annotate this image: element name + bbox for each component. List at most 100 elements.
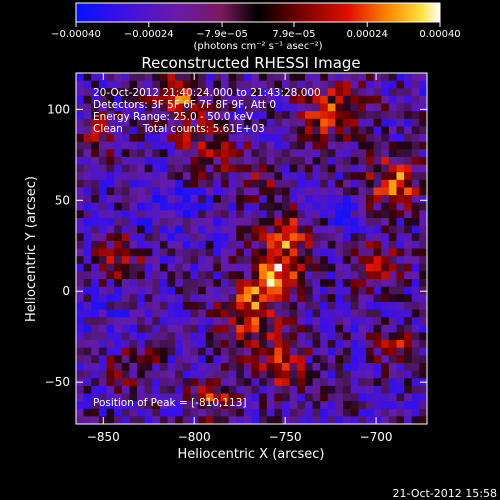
- heatmap-cell: [373, 279, 382, 288]
- heatmap-cell: [282, 324, 291, 333]
- heatmap-cell: [190, 95, 199, 104]
- heatmap-cell: [411, 225, 420, 234]
- heatmap-cell: [304, 80, 313, 89]
- heatmap-cell: [106, 118, 115, 127]
- heatmap-cell: [373, 301, 382, 310]
- heatmap-cell: [129, 103, 138, 112]
- heatmap-cell: [411, 340, 420, 349]
- heatmap-cell: [91, 332, 100, 341]
- heatmap-cell: [190, 408, 199, 417]
- heatmap-cell: [91, 248, 100, 257]
- heatmap-cell: [381, 80, 390, 89]
- heatmap-cell: [121, 408, 130, 417]
- heatmap-cell: [320, 301, 329, 310]
- heatmap-cell: [76, 73, 85, 82]
- heatmap-cell: [152, 317, 161, 326]
- heatmap-cell: [91, 355, 100, 364]
- heatmap-cell: [190, 164, 199, 173]
- heatmap-cell: [91, 88, 100, 97]
- heatmap-cell: [121, 126, 130, 135]
- heatmap-cell: [121, 332, 130, 341]
- heatmap-cell: [282, 340, 291, 349]
- heatmap-cell: [335, 347, 344, 356]
- heatmap-cell: [228, 187, 237, 196]
- heatmap-cell: [251, 362, 260, 371]
- heatmap-cell: [83, 210, 92, 219]
- heatmap-cell: [365, 347, 374, 356]
- heatmap-cell: [388, 301, 397, 310]
- heatmap-cell: [343, 95, 352, 104]
- heatmap-cell: [404, 301, 413, 310]
- heatmap-cell: [358, 73, 367, 82]
- heatmap-cell: [381, 401, 390, 410]
- heatmap-cell: [335, 401, 344, 410]
- heatmap-cell: [182, 210, 191, 219]
- heatmap-cell: [83, 225, 92, 234]
- heatmap-cell: [220, 111, 230, 120]
- heatmap-cell: [320, 118, 329, 127]
- heatmap-cell: [175, 88, 184, 97]
- heatmap-cell: [365, 408, 374, 417]
- heatmap-cell: [343, 195, 352, 204]
- heatmap-cell: [297, 378, 306, 387]
- heatmap-cell: [121, 73, 130, 82]
- heatmap-cell: [144, 370, 153, 379]
- heatmap-cell: [144, 187, 153, 196]
- heatmap-cell: [76, 332, 85, 341]
- heatmap-cell: [243, 210, 252, 219]
- heatmap-cell: [152, 217, 161, 227]
- heatmap-cell: [404, 401, 413, 410]
- heatmap-cell: [327, 271, 336, 280]
- heatmap-cell: [251, 248, 260, 257]
- heatmap-cell: [419, 263, 427, 272]
- heatmap-cell: [404, 324, 413, 333]
- heatmap-cell: [76, 164, 85, 173]
- heatmap-cell: [213, 126, 222, 135]
- heatmap-cell: [167, 225, 176, 234]
- heatmap-cell: [335, 279, 344, 288]
- heatmap-cell: [182, 126, 191, 135]
- heatmap-cell: [396, 118, 405, 127]
- heatmap-cell: [190, 149, 199, 158]
- heatmap-cell: [304, 118, 313, 127]
- heatmap-cell: [152, 294, 161, 303]
- heatmap-cell: [320, 164, 329, 173]
- heatmap-cell: [129, 156, 138, 165]
- x-tick-label: −750: [269, 430, 302, 444]
- heatmap-cell: [381, 301, 390, 310]
- heatmap-cell: [114, 202, 123, 211]
- heatmap-cell: [167, 401, 176, 410]
- heatmap-cell: [121, 202, 130, 211]
- heatmap-cell: [137, 233, 146, 242]
- heatmap-cell: [106, 164, 115, 173]
- heatmap-cell: [213, 332, 222, 341]
- heatmap-cell: [213, 248, 222, 257]
- heatmap-cell: [129, 294, 138, 303]
- heatmap-cell: [358, 347, 367, 356]
- colorbar-tick-label: 0.00040: [419, 29, 460, 40]
- heatmap-cell: [251, 370, 260, 379]
- heatmap-cell: [327, 256, 336, 265]
- heatmap-cell: [343, 416, 352, 424]
- heatmap-cell: [144, 73, 153, 82]
- heatmap-cell: [190, 217, 199, 227]
- heatmap-cell: [396, 271, 405, 280]
- heatmap-cell: [167, 378, 176, 387]
- plot-frame: [75, 72, 428, 425]
- heatmap-cell: [327, 156, 336, 165]
- heatmap-cell: [381, 279, 390, 288]
- heatmap-cell: [83, 217, 92, 227]
- heatmap-cell: [381, 317, 390, 326]
- heatmap-cell: [228, 179, 237, 188]
- heatmap-cell: [243, 111, 252, 120]
- heatmap-cell: [289, 149, 298, 158]
- heatmap-cell: [190, 172, 199, 181]
- heatmap-cell: [228, 271, 237, 280]
- heatmap-cell: [419, 370, 427, 379]
- heatmap-cell: [175, 225, 184, 234]
- heatmap-cell: [251, 240, 260, 249]
- heatmap-cell: [159, 355, 168, 364]
- heatmap-cell: [320, 126, 329, 135]
- heatmap-cell: [304, 324, 313, 333]
- heatmap-cell: [327, 332, 336, 341]
